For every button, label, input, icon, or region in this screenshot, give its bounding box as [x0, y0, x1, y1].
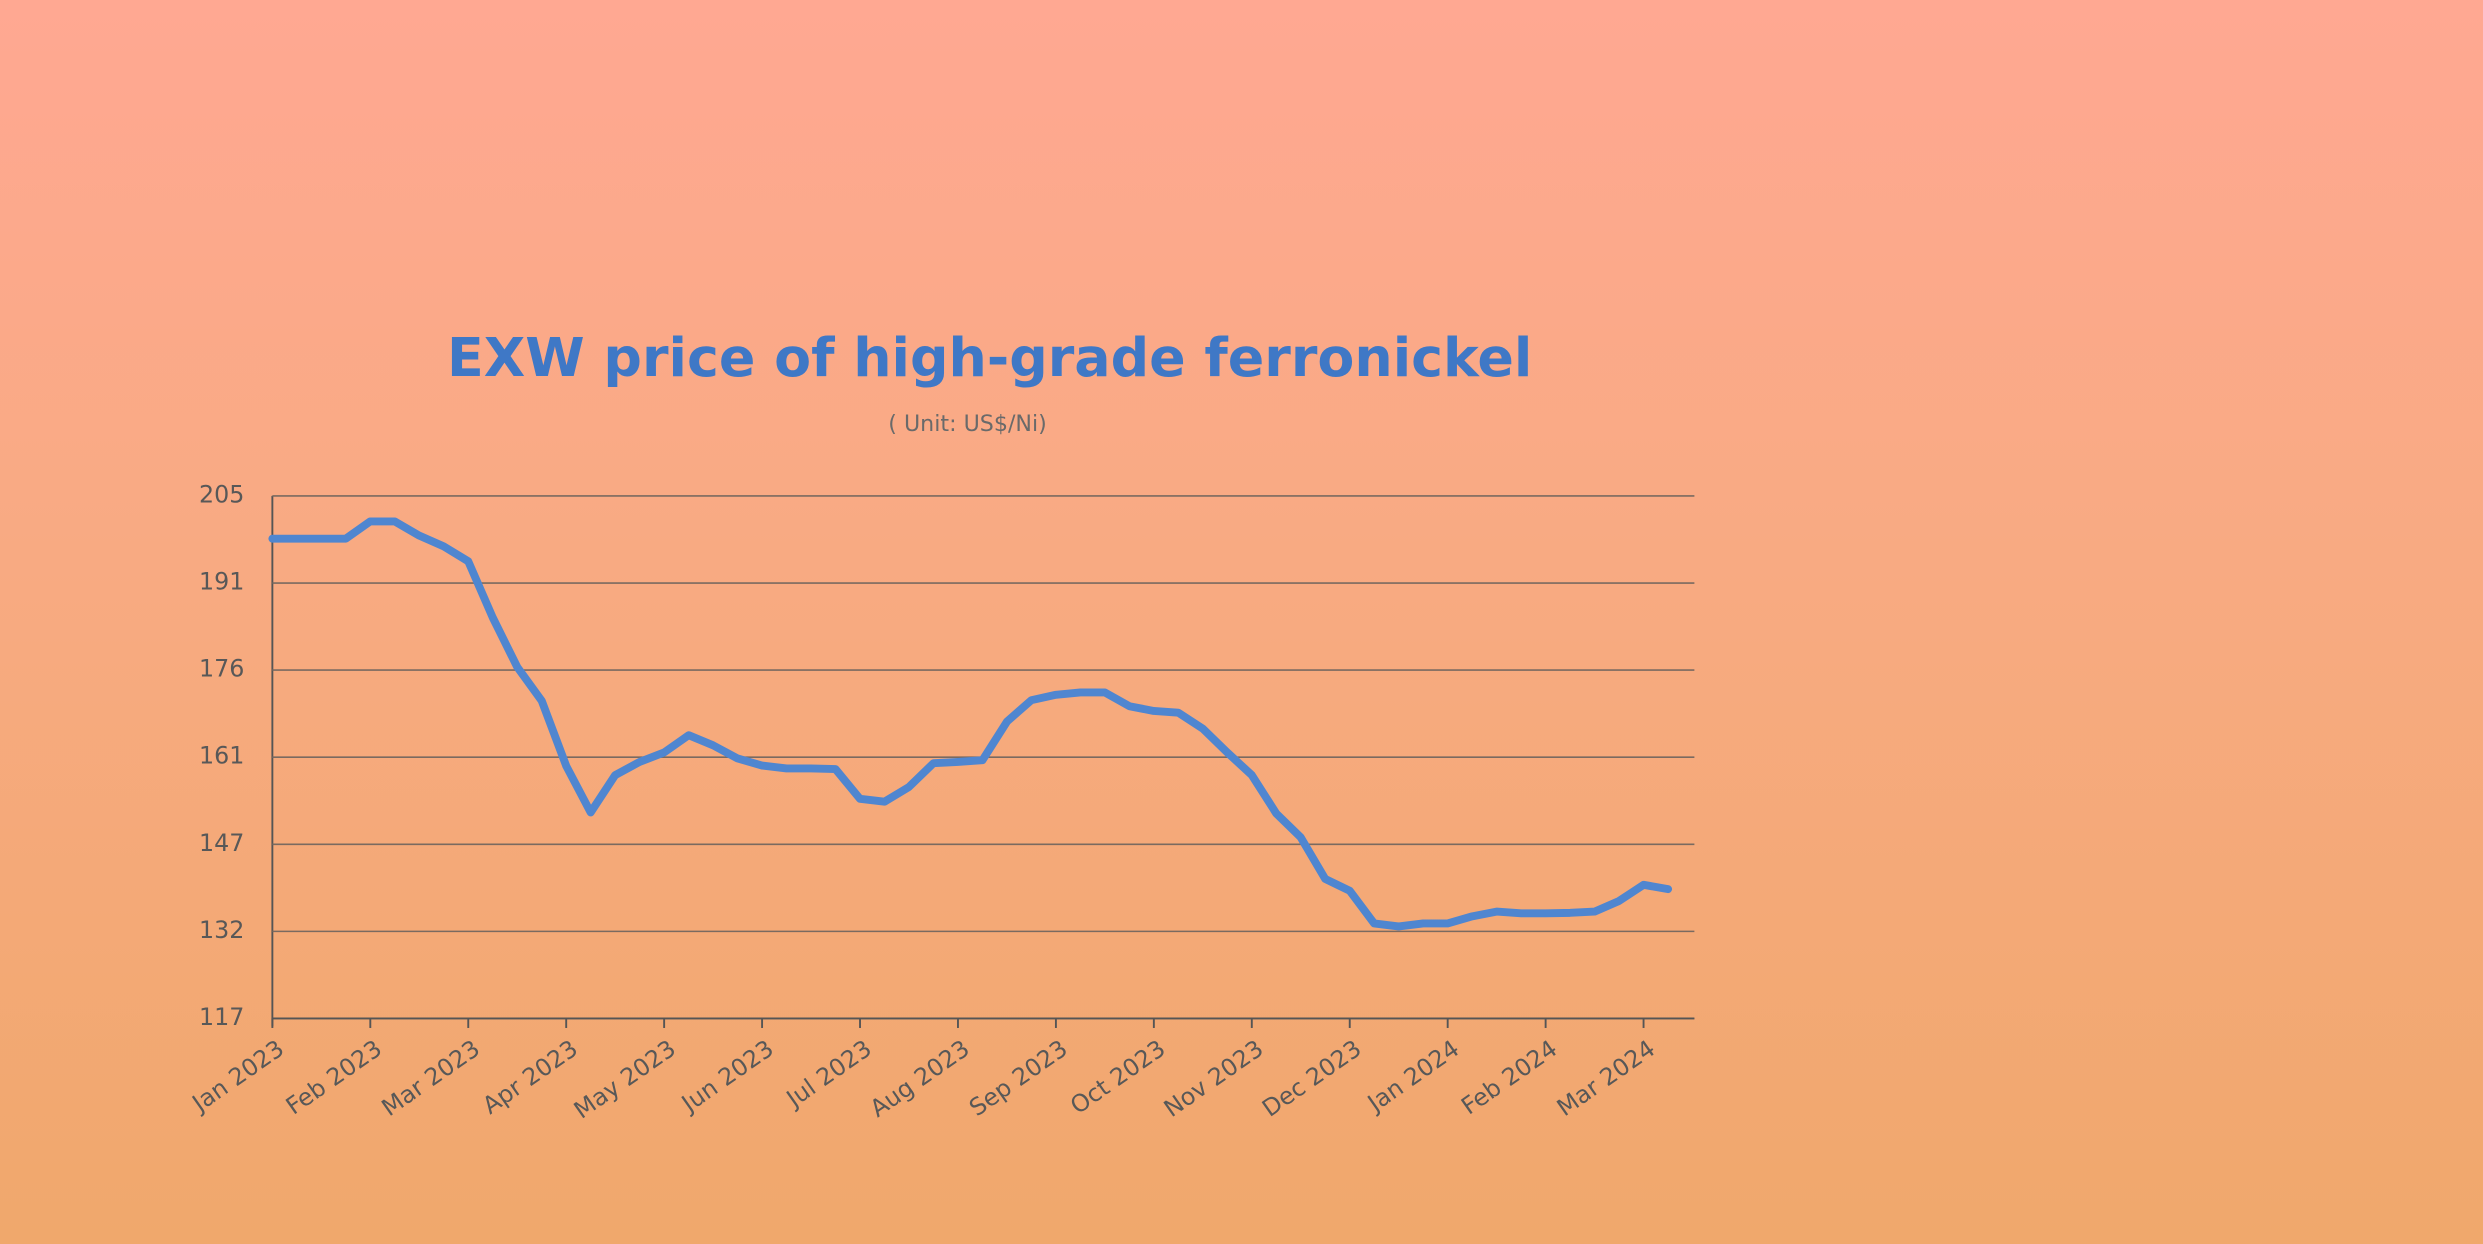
x-tick-label: Nov 2023 — [1159, 1034, 1269, 1123]
y-tick-label: 161 — [199, 742, 244, 770]
y-tick-label: 205 — [199, 480, 244, 508]
x-tick-label: Mar 2024 — [1552, 1034, 1660, 1122]
x-tick-label: May 2023 — [569, 1034, 681, 1124]
x-tick-label: Jan 2023 — [186, 1034, 289, 1118]
price-line — [268, 517, 1673, 931]
chart-subtitle: ( Unit: US$/Ni) — [888, 411, 1047, 437]
x-tick-label: Sep 2023 — [964, 1034, 1072, 1122]
x-tick-label: Dec 2023 — [1257, 1034, 1366, 1122]
y-tick-label: 191 — [199, 568, 244, 596]
y-tick-label: 176 — [199, 655, 244, 683]
y-tick-label: 132 — [199, 916, 244, 944]
y-tick-label: 147 — [199, 829, 244, 857]
x-tick-label: Oct 2023 — [1065, 1034, 1170, 1119]
x-tick-label: Jul 2023 — [780, 1034, 877, 1114]
x-tick-label: Aug 2023 — [865, 1034, 975, 1123]
y-tick-label: 117 — [199, 1003, 244, 1031]
x-tick-label: Jun 2023 — [675, 1034, 779, 1118]
x-tick-label: Jan 2024 — [1361, 1034, 1464, 1118]
chart-title: EXW price of high-grade ferronickel — [447, 326, 1532, 389]
x-tick-label: Apr 2023 — [477, 1034, 582, 1120]
x-tick-label: Feb 2024 — [1456, 1034, 1562, 1120]
x-tick-label: Feb 2023 — [281, 1034, 387, 1120]
x-tick-label: Mar 2023 — [376, 1034, 484, 1122]
